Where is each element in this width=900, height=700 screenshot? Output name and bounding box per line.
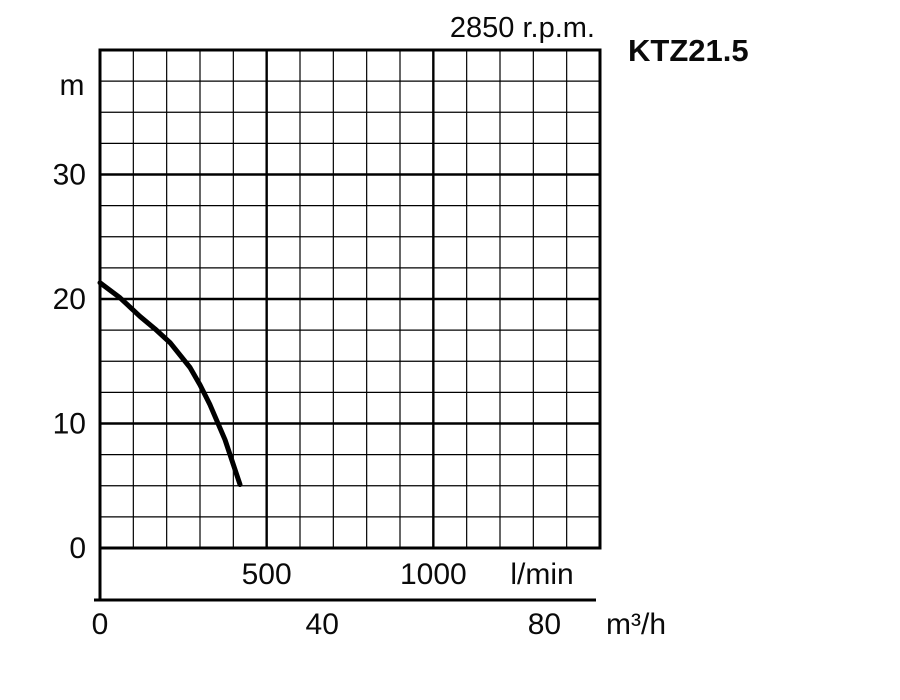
x-tick-label: 500 (242, 558, 292, 591)
x2-tick-label: 0 (92, 608, 109, 641)
model-label: KTZ21.5 (628, 33, 749, 68)
x2-tick-label: 80 (528, 608, 561, 641)
y-tick-label: 30 (53, 159, 86, 192)
head-flow-curve-line (97, 280, 243, 487)
tick-labels: 30 20 10 0 500 1000 0 40 80 (53, 159, 562, 642)
y-tick-label: 20 (53, 283, 86, 316)
head-flow-curve (97, 280, 243, 487)
axes-lines (94, 48, 602, 602)
x2-tick-label: 40 (306, 608, 339, 641)
y-tick-label: 0 (69, 532, 86, 565)
grid-major-lines (100, 50, 600, 548)
y-axis-unit-label: m (60, 69, 85, 102)
grid-minor-lines (100, 50, 600, 548)
plot-border (98, 48, 602, 550)
y-tick-label: 10 (53, 408, 86, 441)
x-tick-label: 1000 (400, 558, 467, 591)
x-axis-primary-unit-label: l/min (510, 558, 573, 591)
rpm-label: 2850 r.p.m. (450, 12, 595, 44)
x-axis-secondary-unit-label: m³/h (606, 608, 666, 641)
